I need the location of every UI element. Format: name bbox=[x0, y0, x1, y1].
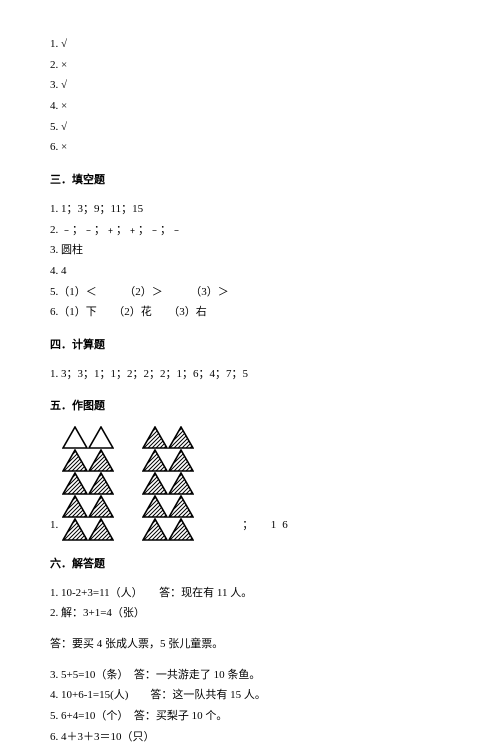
triangle-icon bbox=[142, 518, 168, 541]
triangle-icon bbox=[142, 426, 168, 449]
triangle-icon bbox=[62, 449, 88, 472]
section-3-title: 三．填空题 bbox=[50, 171, 450, 190]
s6-a2-ans: 答：要买 4 张成人票，5 张儿童票。 bbox=[50, 635, 450, 654]
s6-a4: 4. 10+6-1=15(人) 答：这一队共有 15 人。 bbox=[50, 686, 450, 705]
s6-a1: 1. 10-2+3=11（人） 答：现在有 11 人。 bbox=[50, 584, 450, 603]
s3-a4: 4. 4 bbox=[50, 262, 450, 281]
triangle-row bbox=[142, 495, 194, 518]
tf-6: 6. × bbox=[50, 138, 450, 157]
section-4-body: 1. 3；3；1；1；2；2；2；1；6；4；7；5 bbox=[50, 365, 450, 384]
s3-a5: 5.（1）＜ （2）＞ （3）＞ bbox=[50, 283, 450, 302]
triangle-icon bbox=[88, 495, 114, 518]
triangle-icon bbox=[142, 472, 168, 495]
section-4-title: 四．计算题 bbox=[50, 336, 450, 355]
s4-a1: 1. 3；3；1；1；2；2；2；1；6；4；7；5 bbox=[50, 365, 450, 384]
triangle-row bbox=[142, 518, 194, 541]
triangle-icon bbox=[62, 518, 88, 541]
section-5-title: 五．作图题 bbox=[50, 397, 450, 416]
triangle-group-left bbox=[62, 426, 114, 541]
triangle-icon bbox=[88, 449, 114, 472]
s6-a6: 6. 4＋3＋3＝10（只） bbox=[50, 728, 450, 747]
tf-3: 3. √ bbox=[50, 76, 450, 95]
tf-5: 5. √ bbox=[50, 118, 450, 137]
s6-a2: 2. 解：3+1=4（张） bbox=[50, 604, 450, 623]
triangle-row bbox=[62, 426, 114, 449]
triangle-group-right bbox=[142, 426, 194, 541]
triangle-row bbox=[62, 449, 114, 472]
section-6-title: 六．解答题 bbox=[50, 555, 450, 574]
figure-row: 1. ； 16 bbox=[50, 426, 450, 541]
tf-1: 1. √ bbox=[50, 35, 450, 54]
triangle-icon bbox=[62, 495, 88, 518]
s6-a3: 3. 5+5=10（条） 答：一共游走了 10 条鱼。 bbox=[50, 666, 450, 685]
tf-2: 2. × bbox=[50, 56, 450, 75]
triangle-icon bbox=[168, 449, 194, 472]
triangle-row bbox=[142, 472, 194, 495]
s3-a2: 2. ﹣；﹣；﹢；﹢；﹣；﹣ bbox=[50, 221, 450, 240]
triangle-row bbox=[142, 449, 194, 472]
section-3-body: 1. 1；3；9；11；15 2. ﹣；﹣；﹢；﹢；﹣；﹣ 3. 圆柱 4. 4… bbox=[50, 200, 450, 322]
s6-a5: 5. 6+4=10（个） 答：买梨子 10 个。 bbox=[50, 707, 450, 726]
triangle-icon bbox=[62, 426, 88, 449]
triangle-row bbox=[62, 518, 114, 541]
triangle-icon bbox=[88, 472, 114, 495]
figure-tail: ； 16 bbox=[242, 516, 294, 541]
triangle-row bbox=[142, 426, 194, 449]
triangle-icon bbox=[168, 472, 194, 495]
s3-a6: 6.（1）下 （2）花 （3）右 bbox=[50, 303, 450, 322]
triangle-row bbox=[62, 472, 114, 495]
triangle-icon bbox=[142, 449, 168, 472]
triangle-icon bbox=[88, 518, 114, 541]
triangle-icon bbox=[62, 472, 88, 495]
triangle-icon bbox=[168, 426, 194, 449]
triangle-icon bbox=[168, 518, 194, 541]
s3-a3: 3. 圆柱 bbox=[50, 241, 450, 260]
s3-a1: 1. 1；3；9；11；15 bbox=[50, 200, 450, 219]
triangle-icon bbox=[142, 495, 168, 518]
triangle-icon bbox=[88, 426, 114, 449]
figure-prefix: 1. bbox=[50, 516, 58, 541]
triangle-icon bbox=[168, 495, 194, 518]
tf-4: 4. × bbox=[50, 97, 450, 116]
triangle-row bbox=[62, 495, 114, 518]
tf-answers: 1. √ 2. × 3. √ 4. × 5. √ 6. × bbox=[50, 35, 450, 157]
section-6-body: 1. 10-2+3=11（人） 答：现在有 11 人。 2. 解：3+1=4（张… bbox=[50, 584, 450, 747]
